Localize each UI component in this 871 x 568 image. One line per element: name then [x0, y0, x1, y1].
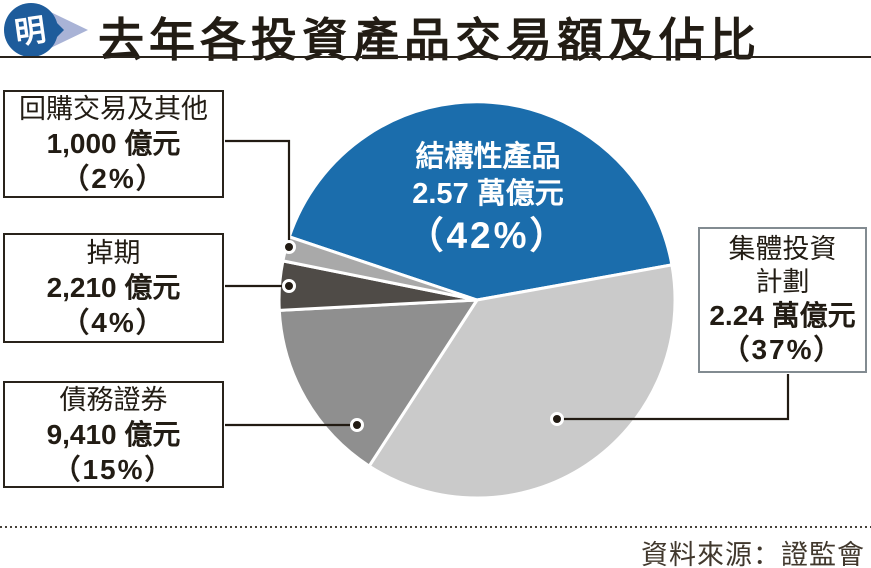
callout-value: 2,210 億元: [46, 272, 181, 303]
callout-percent: （4%）: [61, 307, 166, 338]
dot-debt: [350, 418, 364, 432]
dot-repo: [282, 240, 296, 254]
callout-percent: （37%）: [721, 334, 844, 365]
callout-collective-investment-schemes: 集體投資 計劃 2.24 萬億元 （37%）: [698, 227, 867, 373]
callout-label-line2: 計劃: [755, 267, 810, 297]
leader-dots: [282, 240, 564, 432]
source-credit: 資料來源：證監會: [641, 540, 865, 568]
callout-value: 2.24 萬億元: [709, 300, 856, 331]
callout-label: 掉期: [86, 238, 141, 268]
callout-percent: （15%）: [52, 453, 175, 485]
footer-dotted-rule: [0, 526, 871, 528]
pie-slices: [277, 100, 677, 500]
callout-label: 回購交易及其他: [19, 94, 208, 124]
callout-percent: （2%）: [61, 163, 166, 194]
callout-value: 9,410 億元: [46, 418, 181, 450]
slice-label-value: 2.57 萬億元: [412, 178, 564, 210]
slice-label-name: 結構性產品: [415, 141, 561, 173]
callout-debt-securities: 債務證券 9,410 億元 （15%）: [3, 381, 224, 488]
leader-line-cis: [563, 374, 790, 421]
dot-swap: [282, 279, 296, 293]
callout-label: 債務證券: [59, 384, 168, 415]
mingpao-logo: 明: [4, 3, 88, 57]
pie-slice-2: [367, 263, 677, 500]
callout-label-line1: 集體投資: [728, 234, 837, 264]
logo-bubble-icon: [4, 3, 64, 57]
leader-lines: [225, 139, 790, 427]
pie-slice-1: [287, 100, 674, 302]
dot-cis: [550, 412, 564, 426]
pie-slice-label-structured-products: 結構性產品 2.57 萬億元 （42%）: [367, 139, 609, 259]
callout-repo-and-others: 回購交易及其他 1,000 億元 （2%）: [3, 90, 224, 198]
callout-value: 1,000 億元: [46, 128, 181, 159]
leader-line-repo: [225, 139, 291, 242]
title-rule: [0, 56, 871, 58]
callout-swaps: 掉期 2,210 億元 （4%）: [3, 233, 224, 343]
logo-character: 明: [12, 12, 48, 52]
slice-label-percent: （42%）: [406, 215, 570, 256]
